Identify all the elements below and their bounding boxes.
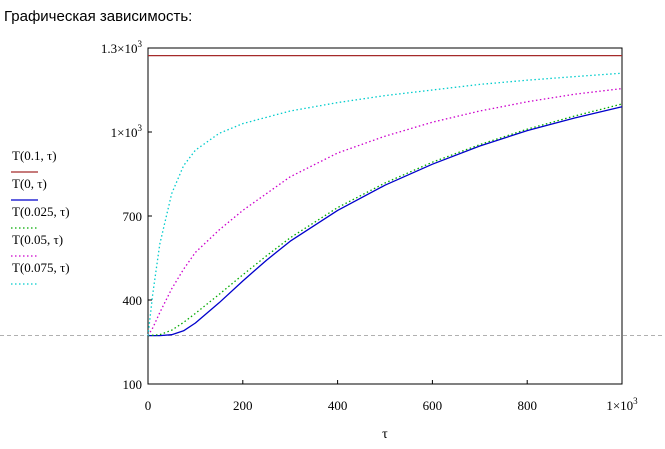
y-axis-ticks: 100 400 700 1×103 1.3×103 xyxy=(101,39,152,392)
y-tick-label-3: 1×103 xyxy=(111,123,143,140)
legend: T(0.1, τ) T(0, τ) T(0.025, τ) T(0.05, τ) T(0… xyxy=(11,148,70,285)
x-tick-label-5: 1×103 xyxy=(606,396,638,413)
legend-label-0: T(0.1, τ) xyxy=(12,148,57,163)
x-tick-label-4: 800 xyxy=(517,398,537,413)
y-tick-label-4: 1.3×103 xyxy=(101,39,143,56)
x-tick-label-0: 0 xyxy=(145,398,152,413)
plot-frame xyxy=(147,47,623,385)
series-layer xyxy=(147,54,623,337)
y-tick-label-2: 700 xyxy=(123,209,143,224)
x-tick-label-1: 200 xyxy=(233,398,253,413)
legend-label-3: T(0.05, τ) xyxy=(12,232,63,247)
x-axis-ticks: 0 200 400 600 800 1×103 xyxy=(145,380,638,413)
series-line-2 xyxy=(147,103,623,337)
legend-label-2: T(0.025, τ) xyxy=(12,204,70,219)
series-line-3 xyxy=(147,87,623,336)
x-tick-label-2: 400 xyxy=(328,398,348,413)
legend-label-1: T(0, τ) xyxy=(12,176,47,191)
x-tick-label-3: 600 xyxy=(423,398,443,413)
y-tick-label-1: 400 xyxy=(123,293,143,308)
x-axis-title: τ xyxy=(382,427,388,442)
legend-label-4: T(0.075, τ) xyxy=(12,260,70,275)
y-tick-label-0: 100 xyxy=(123,377,143,392)
series-line-4 xyxy=(147,72,623,336)
series-line-1 xyxy=(148,106,623,337)
page-heading: Графическая зависимость: xyxy=(4,8,193,25)
